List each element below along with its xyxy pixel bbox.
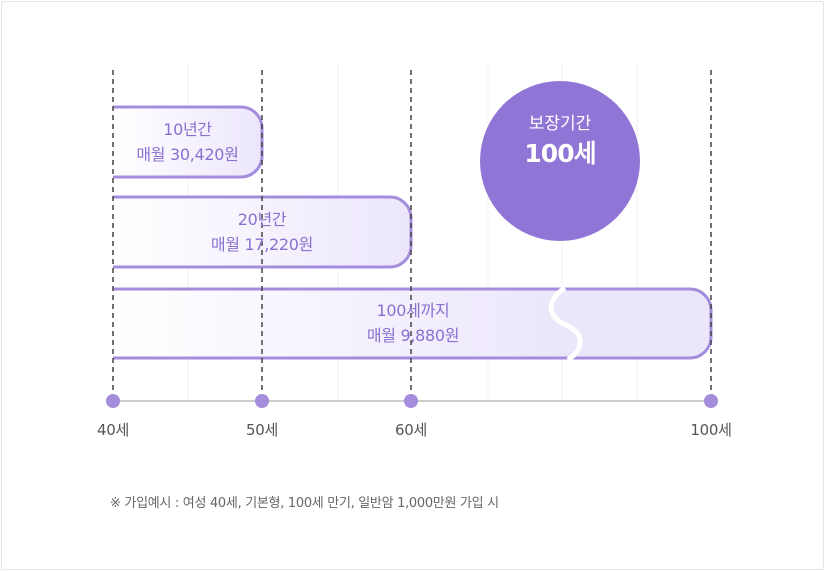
tick-label-100: 100세 (690, 421, 732, 439)
coverage-circle-text: 보장기간 100세 (480, 112, 640, 172)
axis-dot-50 (255, 394, 269, 408)
coverage-label: 보장기간 (528, 114, 592, 134)
plan-premium: 매월 30,420원 (136, 145, 239, 164)
plan-bars (113, 105, 713, 363)
plan-premium: 매월 17,220원 (210, 235, 314, 254)
plan-term: 10년간 (163, 120, 212, 139)
plan-label-10-years: 10년간 매월 30,420원 (113, 117, 262, 167)
coverage-value: 100세 (524, 139, 596, 168)
plan-label-20-years: 20년간 매월 17,220원 (113, 207, 411, 257)
axis-dot-100 (704, 394, 718, 408)
plan-premium: 매월 9,880원 (366, 326, 460, 345)
bar-break-mark (548, 285, 583, 363)
plan-label-100-years: 100세까지 매월 9,880원 (263, 298, 563, 348)
tick-label-40: 40세 (97, 421, 129, 439)
axis-dot-60 (404, 394, 418, 408)
coverage-circle (480, 81, 640, 241)
footnote: ※ 가입예시 : 여성 40세, 기본형, 100세 만기, 일반암 1,000… (110, 496, 499, 511)
tick-label-50: 50세 (246, 421, 278, 439)
axis-dots (106, 394, 718, 408)
plan-term: 100세까지 (376, 301, 450, 320)
dashed-age-lines (112, 70, 712, 400)
tick-label-60: 60세 (395, 421, 427, 439)
axis-dot-40 (106, 394, 120, 408)
plan-term: 20년간 (237, 210, 287, 229)
